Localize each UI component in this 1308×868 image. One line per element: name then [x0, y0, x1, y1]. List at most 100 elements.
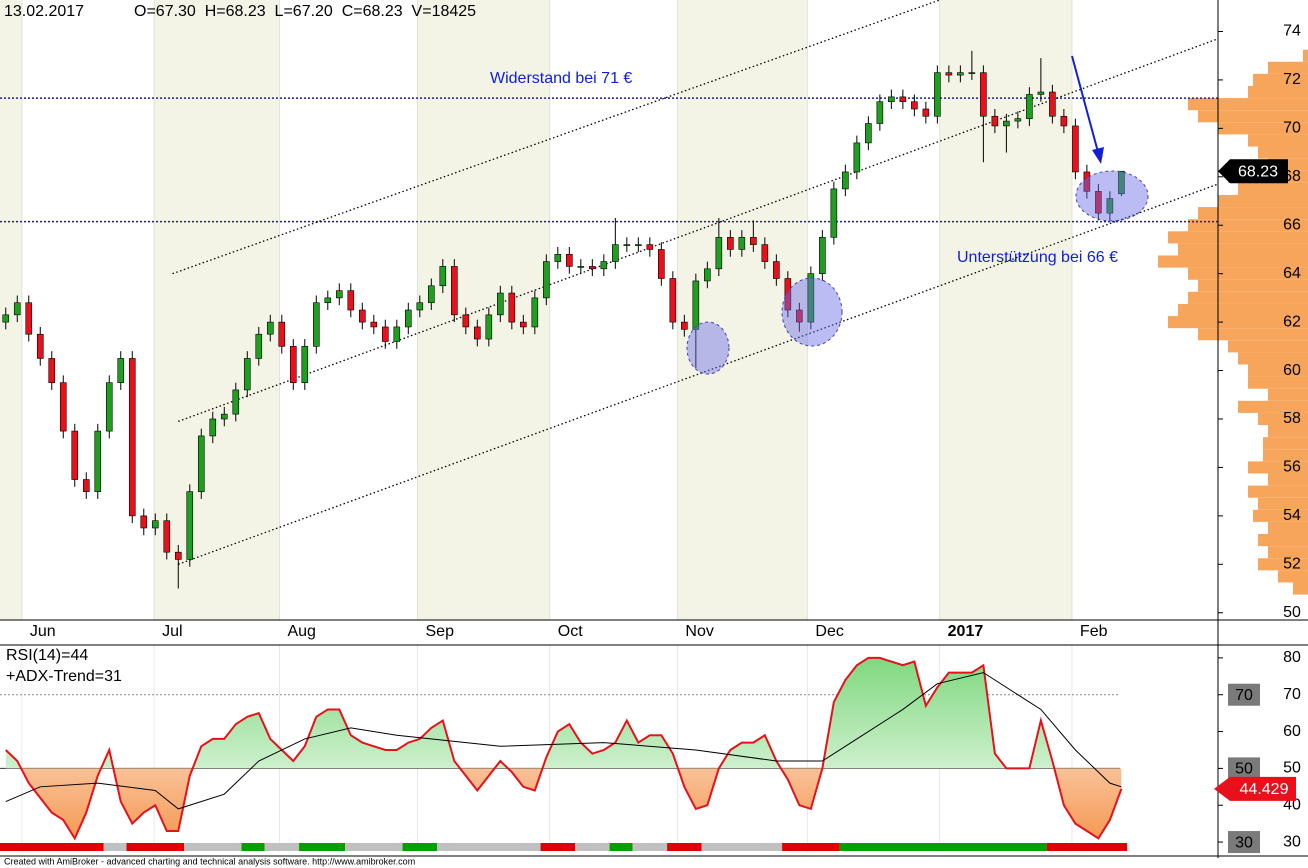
- candle-body: [1083, 171, 1091, 192]
- volume-profile-bar: [1168, 316, 1308, 329]
- y-tick-label: 74: [1283, 23, 1301, 40]
- candle-body: [842, 171, 849, 190]
- candle-body: [428, 285, 435, 304]
- trend-bar: [782, 843, 840, 851]
- volume-profile-bar: [1238, 352, 1308, 365]
- volume-profile-bar: [1238, 182, 1308, 195]
- candle-body: [1014, 118, 1022, 122]
- candle-body: [589, 266, 596, 270]
- x-tick-label: Oct: [558, 623, 583, 640]
- level-label: 50: [1235, 761, 1253, 778]
- candle-body: [934, 72, 941, 117]
- y-tick-label: 60: [1283, 362, 1301, 379]
- candle-body: [727, 237, 734, 250]
- volume-profile-bar: [1293, 582, 1308, 595]
- candle-body: [451, 266, 458, 316]
- trend-bar: [0, 843, 104, 851]
- candle-body: [600, 261, 608, 270]
- rsi-fill-above: [5, 657, 1055, 769]
- trend-bar: [402, 843, 438, 851]
- candle-body: [140, 515, 148, 529]
- trend-bar: [575, 843, 610, 851]
- volume-profile-bar: [1268, 388, 1308, 401]
- candle-body: [922, 108, 930, 117]
- candle-body: [301, 346, 309, 383]
- candle-body: [48, 358, 56, 383]
- arrow-head: [1092, 147, 1104, 164]
- volume-profile-bar: [1188, 291, 1308, 304]
- candle-body: [497, 292, 504, 316]
- candle-body: [370, 321, 378, 328]
- candle-body: [796, 309, 803, 323]
- candle-body: [865, 123, 872, 144]
- month-band: [154, 0, 280, 620]
- candle-body: [761, 244, 769, 262]
- x-tick-label: 2017: [948, 623, 984, 640]
- trend-bar: [701, 843, 783, 851]
- month-band: [417, 0, 550, 620]
- y-tick-label: 60: [1283, 723, 1301, 740]
- x-tick-label: Aug: [287, 623, 315, 640]
- candle-body: [163, 520, 171, 553]
- candle-body: [324, 297, 332, 304]
- volume-profile-bar: [1278, 570, 1308, 583]
- trend-bar: [345, 843, 403, 851]
- volume-profile-bar: [1228, 340, 1308, 353]
- candle-body: [71, 430, 79, 480]
- candle-body: [508, 292, 516, 323]
- candle-body: [393, 326, 401, 342]
- candle-body: [554, 253, 562, 262]
- candle-body: [531, 297, 539, 328]
- x-tick-label: Jun: [30, 623, 56, 640]
- y-tick-label: 62: [1283, 313, 1301, 330]
- rsi-legend: RSI(14)=44: [6, 647, 88, 664]
- y-tick-label: 54: [1283, 507, 1301, 524]
- candle-body: [197, 435, 205, 492]
- candle-body: [980, 72, 987, 117]
- volume-profile-bar: [1258, 146, 1308, 159]
- volume-profile-bar: [1158, 255, 1308, 268]
- candle-body: [36, 333, 44, 359]
- trend-bar: [184, 843, 242, 851]
- rsi-fill-below: [5, 768, 1122, 839]
- footer: Created with AmiBroker - advanced charti…: [4, 856, 415, 866]
- candle-body: [128, 358, 136, 517]
- x-tick-label: Dec: [815, 623, 843, 640]
- candle-body: [1072, 125, 1079, 173]
- candle-body: [911, 101, 918, 110]
- level-box: [1228, 757, 1260, 780]
- candle-body: [991, 115, 999, 127]
- volume-profile-bar: [1253, 73, 1308, 86]
- volume-profile-bar: [1268, 61, 1308, 74]
- candle-body: [1095, 191, 1102, 214]
- y-tick-label: 70: [1283, 120, 1301, 137]
- level-label: 30: [1235, 834, 1253, 851]
- volume-profile-bar: [1248, 364, 1308, 377]
- candle-body: [1037, 91, 1045, 95]
- candle-body: [1060, 115, 1068, 127]
- candle-body: [335, 290, 343, 299]
- adx-legend: +ADX-Trend=31: [6, 668, 122, 685]
- candle-body: [566, 253, 573, 267]
- volume-profile-bar: [1218, 194, 1308, 208]
- x-tick-label: Nov: [685, 623, 713, 640]
- candle-body: [105, 382, 113, 432]
- overlay: 13.02.2017 O=67.30 H=68.23 L=67.20 C=68.…: [4, 3, 1149, 866]
- candle-body: [1106, 198, 1114, 214]
- candle-body: [82, 479, 90, 492]
- volume-profile-bar: [1268, 546, 1308, 559]
- candle-body: [945, 72, 953, 76]
- annotation: Widerstand bei 71 €: [490, 70, 632, 87]
- month-band: [21, 0, 155, 620]
- candle-body: [830, 188, 838, 238]
- candle-body: [439, 266, 447, 287]
- volume-profile-bar: [1248, 134, 1308, 147]
- candle-body: [888, 96, 895, 103]
- month-band: [549, 0, 678, 620]
- y-tick-label: 64: [1283, 265, 1301, 282]
- level-box: [1228, 683, 1260, 706]
- candle-body: [1003, 120, 1010, 127]
- candle-body: [416, 302, 424, 311]
